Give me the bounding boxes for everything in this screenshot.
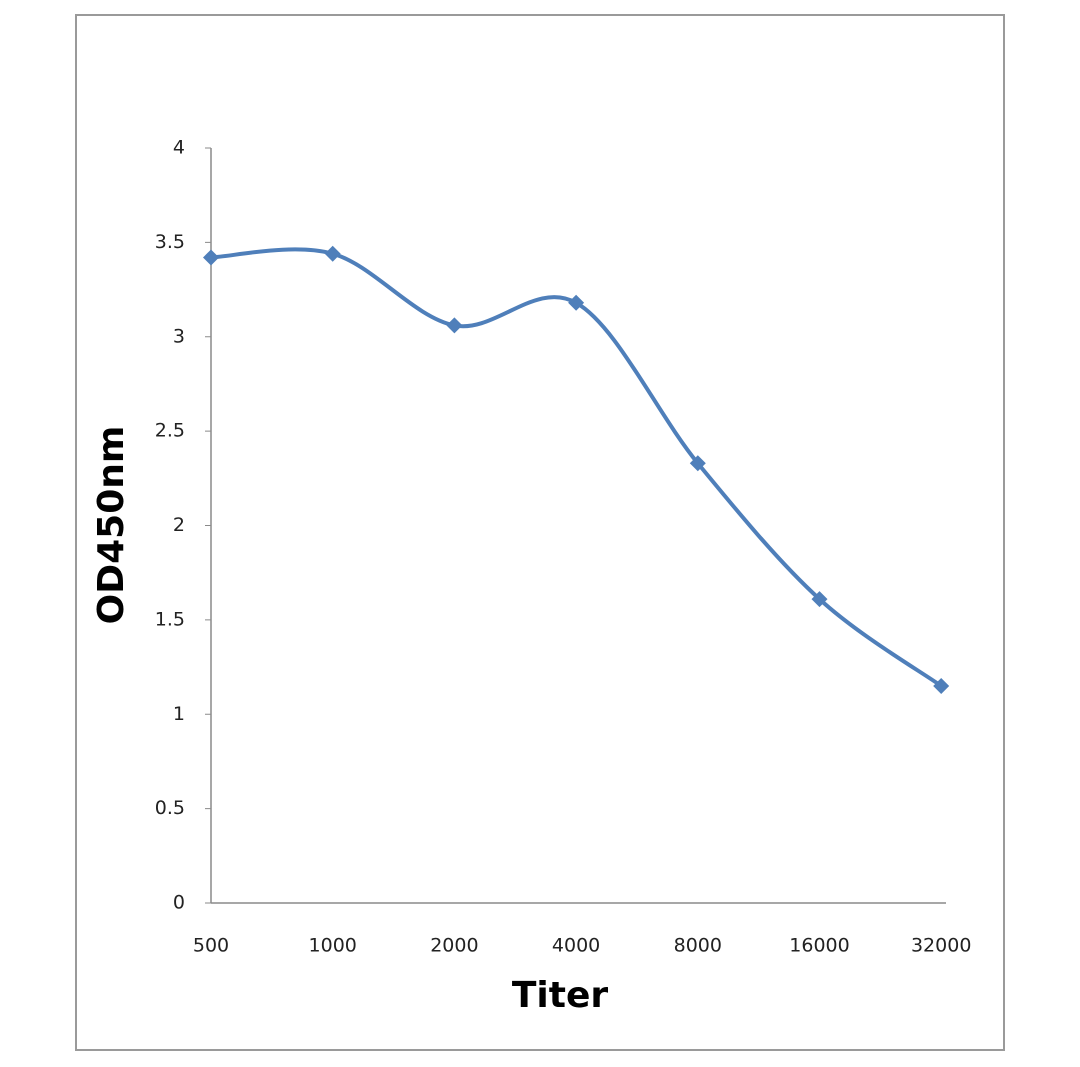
marker xyxy=(933,677,950,694)
x-axis-title: Titer xyxy=(512,975,609,1016)
marker xyxy=(811,591,828,608)
y-tick-label: 1 xyxy=(173,703,185,725)
y-tick-label: 0 xyxy=(173,892,185,914)
x-tick-label: 4000 xyxy=(552,935,600,957)
marker xyxy=(689,455,706,472)
x-tick-label: 16000 xyxy=(789,935,849,957)
y-tick-label: 3 xyxy=(173,325,185,347)
marker xyxy=(568,294,585,311)
y-tick-label: 2.5 xyxy=(155,420,185,442)
x-tick-label: 32000 xyxy=(911,935,971,957)
x-tick-label: 8000 xyxy=(674,935,722,957)
x-tick-label: 500 xyxy=(193,935,229,957)
marker xyxy=(446,317,463,334)
y-tick-label: 1.5 xyxy=(155,608,185,630)
chart-frame xyxy=(75,14,1005,1051)
x-tick-label: 1000 xyxy=(309,935,357,957)
marker xyxy=(203,249,219,266)
x-tick-label: 2000 xyxy=(430,935,478,957)
y-tick-label: 0.5 xyxy=(155,797,185,819)
marker xyxy=(324,245,341,262)
y-tick-label: 2 xyxy=(173,514,185,536)
y-tick-label: 4 xyxy=(173,137,185,159)
y-tick-label: 3.5 xyxy=(155,231,185,253)
y-axis-title: OD450nm xyxy=(91,426,132,625)
